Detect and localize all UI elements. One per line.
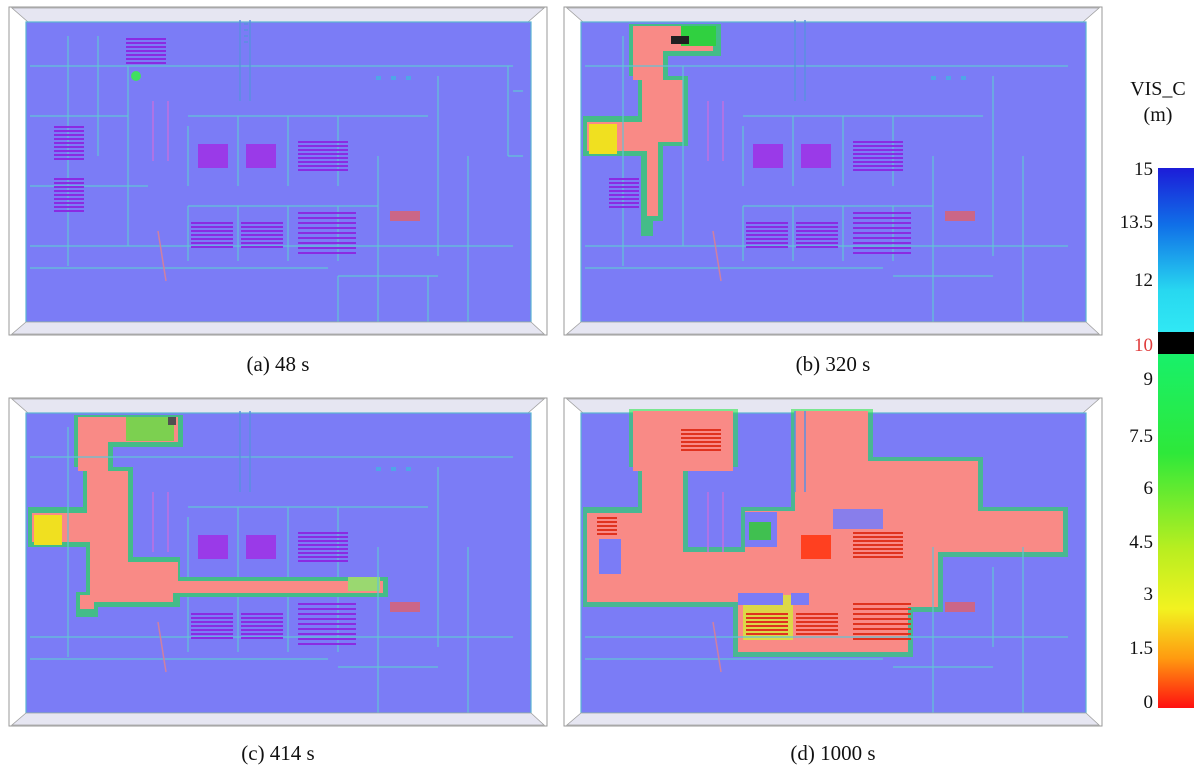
smoke-source xyxy=(131,71,141,81)
panel-d-1000s xyxy=(563,397,1103,727)
colorbar-upper-band xyxy=(1158,168,1194,332)
colorbar-tick-13-5: 13.5 xyxy=(1119,212,1153,233)
colorbar-tick-15: 15 xyxy=(1134,159,1153,180)
colorbar-tick-3: 3 xyxy=(1143,584,1154,605)
colorbar-title-variable: VIS_C xyxy=(1130,78,1186,100)
caption-c: (c) 414 s xyxy=(241,741,315,765)
smoke-region xyxy=(583,409,1068,657)
colorbar-tick-4-5: 4.5 xyxy=(1129,532,1153,553)
colorbar-lower-band xyxy=(1158,354,1194,708)
caption-b: (b) 320 s xyxy=(795,352,871,376)
colorbar-threshold-marker xyxy=(1158,332,1194,354)
colorbar-tick-12: 12 xyxy=(1134,270,1153,291)
smoke-region xyxy=(583,24,721,236)
colorbar-tick-9: 9 xyxy=(1143,369,1154,390)
colorbar-tick-0: 0 xyxy=(1143,692,1154,713)
seats xyxy=(54,38,356,254)
floor-plan-a xyxy=(8,6,548,336)
colorbar-tick-7-5: 7.5 xyxy=(1129,426,1153,447)
floor-area xyxy=(25,21,532,323)
caption-a: (a) 48 s xyxy=(246,352,310,376)
colorbar-tick-10: 10 xyxy=(1134,335,1153,356)
colorbar-tick-6: 6 xyxy=(1143,478,1154,499)
smoke-region xyxy=(28,415,388,617)
colorbar xyxy=(1158,168,1194,708)
panel-c-414s xyxy=(8,397,548,727)
floor-plan-b xyxy=(563,6,1103,336)
colorbar-tick-1-5: 1.5 xyxy=(1129,638,1153,659)
caption-d: (d) 1000 s xyxy=(790,741,876,765)
floor-plan-c xyxy=(8,397,548,727)
floor-plan-d xyxy=(563,397,1103,727)
stairs xyxy=(152,20,251,282)
colorbar-title-unit: (m) xyxy=(1143,104,1173,126)
panel-a-48s xyxy=(8,6,548,336)
colorbar-title: VIS_C (m) xyxy=(1118,76,1198,128)
panel-b-320s xyxy=(563,6,1103,336)
